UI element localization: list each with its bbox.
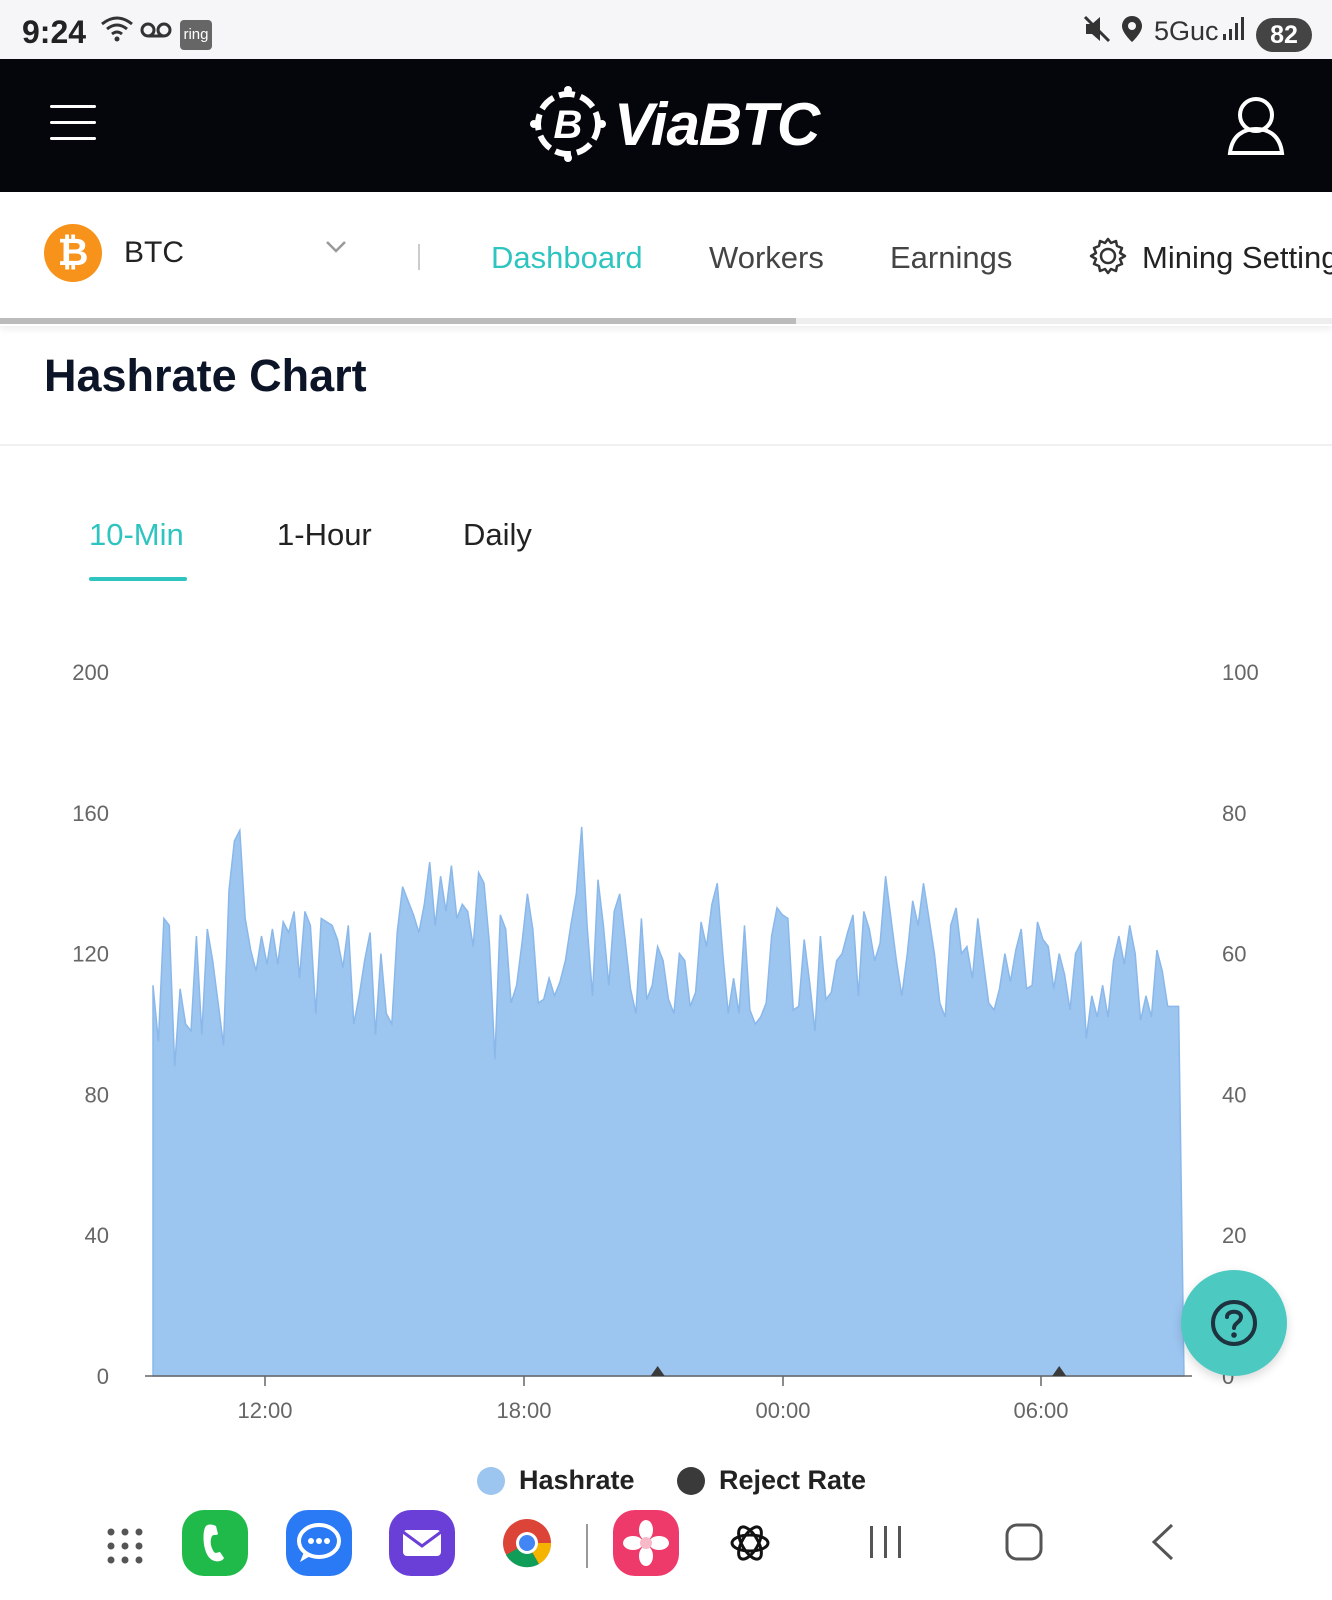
email-app-icon[interactable] (389, 1510, 455, 1576)
chatgpt-app-icon[interactable] (717, 1510, 783, 1576)
gear-icon[interactable] (1088, 236, 1128, 281)
location-icon (1120, 14, 1144, 51)
y-left-tick-label: 0 (97, 1364, 109, 1389)
x-axis: 12:00 18:00 00:00 06:00 (237, 1376, 1069, 1420)
tabs-scroll-thumb[interactable] (0, 318, 796, 324)
status-time: 9:24 (22, 14, 87, 50)
legend-hashrate-swatch (477, 1466, 505, 1495)
status-bar: 9:24 ring 5Guc 82 (0, 0, 1332, 59)
ring-app-icon: ring (180, 20, 212, 50)
plot-area (145, 826, 1192, 1377)
reject-rate-marker (1052, 1366, 1067, 1376)
top-nav-bar: B ViaBTC (0, 59, 1332, 192)
battery-badge: 82 (1256, 18, 1312, 52)
y-right-tick-label: 20 (1222, 1223, 1246, 1248)
recent-apps-icon[interactable] (866, 1522, 906, 1567)
sub-nav-bar: ₿ BTC Dashboard Workers Earnings Mining … (0, 192, 1332, 326)
y-right-tick-label: 80 (1222, 801, 1246, 826)
question-icon (1211, 1300, 1257, 1346)
tab-mining-setting[interactable]: Mining Setting (1142, 240, 1332, 275)
x-tick-label: 12:00 (237, 1398, 292, 1420)
tab-daily[interactable]: Daily (463, 517, 532, 552)
tab-earnings[interactable]: Earnings (890, 240, 1013, 275)
reject-rate-marker (650, 1366, 665, 1376)
y-axis-left: 0 40 80 120 160 200 (72, 660, 109, 1389)
tab-workers[interactable]: Workers (709, 240, 824, 275)
tab-dashboard[interactable]: Dashboard (491, 240, 643, 275)
btc-coin-icon[interactable]: ₿ (44, 224, 102, 282)
y-left-tick-label: 200 (72, 660, 109, 685)
hashrate-area (152, 826, 1185, 1377)
y-right-tick-label: 40 (1222, 1082, 1246, 1107)
tab-1-hour[interactable]: 1-Hour (277, 517, 372, 552)
y-right-tick-label: 100 (1222, 660, 1259, 685)
legend-reject-swatch (677, 1466, 705, 1495)
legend-reject-label: Reject Rate (719, 1465, 867, 1495)
network-type: 5Guc (1154, 16, 1219, 46)
coin-selector-label[interactable]: BTC (124, 236, 184, 269)
app-drawer-icon[interactable] (105, 1526, 145, 1571)
gallery-app-icon[interactable] (613, 1510, 679, 1576)
help-button[interactable] (1181, 1270, 1287, 1376)
x-tick-label: 06:00 (1013, 1398, 1068, 1420)
messages-app-icon[interactable] (286, 1510, 352, 1576)
phone-app-icon[interactable] (182, 1510, 248, 1576)
logo-text: ViaBTC (614, 90, 820, 158)
y-right-tick-label: 60 (1222, 942, 1246, 967)
back-icon[interactable] (1148, 1522, 1178, 1567)
y-left-tick-label: 160 (72, 801, 109, 826)
active-tab-underline (89, 577, 187, 581)
legend-reject-rate[interactable]: Reject Rate (677, 1465, 866, 1496)
chevron-down-icon[interactable] (325, 240, 347, 259)
android-dock (0, 1506, 1332, 1600)
legend-hashrate[interactable]: Hashrate (477, 1465, 635, 1496)
viabtc-logo[interactable]: B ViaBTC (530, 79, 820, 169)
user-account-icon[interactable] (1226, 95, 1286, 162)
svg-text:B: B (554, 103, 583, 147)
wifi-icon (100, 14, 134, 51)
y-left-tick-label: 40 (85, 1223, 109, 1248)
home-icon[interactable] (1004, 1522, 1044, 1567)
x-tick-label: 00:00 (755, 1398, 810, 1420)
signal-icon (1222, 14, 1248, 51)
x-tick-label: 18:00 (496, 1398, 551, 1420)
legend-hashrate-label: Hashrate (519, 1465, 635, 1495)
chrome-app-icon[interactable] (494, 1510, 560, 1576)
y-left-tick-label: 120 (72, 942, 109, 967)
section-divider (0, 444, 1332, 446)
dock-separator (586, 1524, 588, 1568)
mute-icon (1082, 14, 1112, 51)
tab-10-min[interactable]: 10-Min (89, 517, 184, 552)
menu-icon[interactable] (50, 105, 96, 141)
page-title: Hashrate Chart (44, 350, 367, 401)
nav-divider (418, 244, 420, 270)
y-left-tick-label: 80 (85, 1082, 109, 1107)
hashrate-chart[interactable]: 0 40 80 120 160 200 0 20 40 60 80 100 12:00 18:00 00… (0, 640, 1332, 1420)
bitcoin-logo-icon: B (530, 86, 606, 162)
voicemail-icon (140, 14, 172, 51)
